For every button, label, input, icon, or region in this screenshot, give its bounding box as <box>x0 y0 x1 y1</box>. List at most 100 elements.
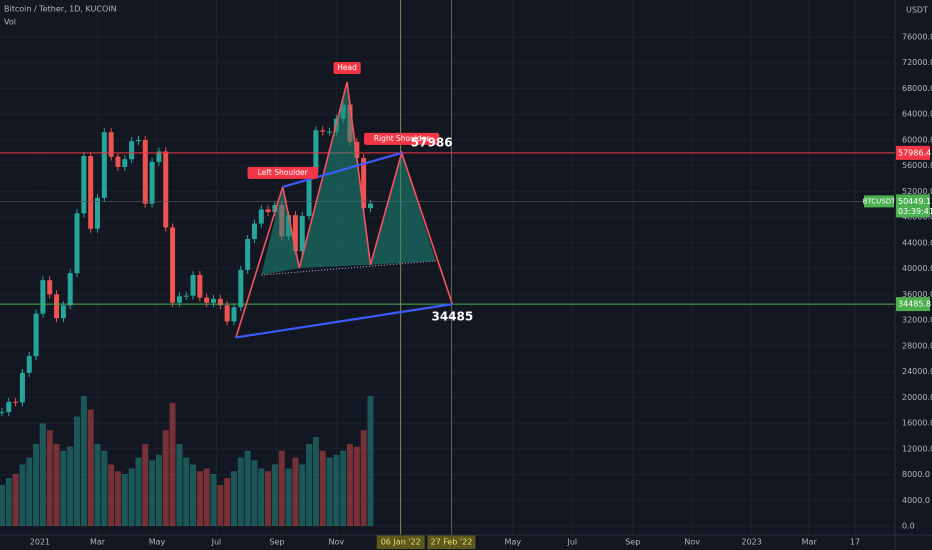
volume-bar <box>367 396 374 526</box>
candle <box>54 294 60 319</box>
crosshair-label-box <box>427 535 476 549</box>
x-tick-label: 2023 <box>742 538 762 547</box>
x-tick-label: May <box>505 538 522 547</box>
candle <box>272 204 278 213</box>
candle <box>135 139 141 142</box>
volume-bar <box>128 468 135 526</box>
volume-bar <box>80 396 87 526</box>
volume-bar <box>108 464 115 526</box>
candle <box>60 305 66 319</box>
crosshair-label: 06 Jan '22 <box>381 538 421 547</box>
volume-bar <box>169 402 176 526</box>
y-tick-label: 44000.0 <box>902 238 932 247</box>
pattern-fill <box>370 152 436 265</box>
volume-bar <box>333 454 340 526</box>
countdown: 03:39:41 <box>898 207 932 216</box>
candle <box>108 132 114 157</box>
x-tick-label: Mar <box>90 538 106 547</box>
candle <box>231 307 237 322</box>
price-note: 34485 <box>431 310 473 324</box>
candle <box>204 297 210 303</box>
candle <box>26 356 32 373</box>
volume-label: Vol <box>4 18 16 27</box>
volume-bar <box>224 478 231 526</box>
candle <box>197 275 203 298</box>
last-price-box <box>896 194 930 218</box>
annotation-box <box>333 62 361 75</box>
volume-bar <box>53 443 60 526</box>
crosshair-label: 27 Feb '22 <box>430 538 472 547</box>
volume-bar <box>33 443 40 526</box>
volume-bar <box>0 484 5 526</box>
candle <box>156 151 162 162</box>
candle <box>13 401 19 403</box>
y-tick-label: 56000.0 <box>902 161 932 170</box>
candle <box>67 273 73 306</box>
y-tick-label: 52000.0 <box>902 187 932 196</box>
volume-bar <box>67 446 74 526</box>
volume-bar <box>135 457 142 526</box>
trend-line <box>282 151 402 188</box>
y-tick-label: 40000.0 <box>902 264 932 273</box>
candle <box>176 296 182 303</box>
y-tick-label: 68000.0 <box>902 84 932 93</box>
candle <box>306 172 312 216</box>
annotation-box <box>364 132 440 145</box>
x-tick-label: Sep <box>269 538 284 547</box>
volume-bar <box>217 484 224 526</box>
y-tick-label: 24000.0 <box>902 367 932 376</box>
candle <box>367 203 373 209</box>
x-tick-label: Nov <box>684 538 700 547</box>
volume-bar <box>230 471 237 526</box>
x-tick-label: Jul <box>211 538 222 547</box>
volume-bar <box>306 443 313 526</box>
level-label-box <box>896 145 930 160</box>
candle <box>170 227 176 303</box>
volume-bar <box>183 457 190 526</box>
pattern-fill <box>261 186 300 276</box>
candle <box>122 159 128 167</box>
volume-bar <box>87 409 94 526</box>
currency: USDT <box>906 6 928 15</box>
volume-bar <box>26 457 33 526</box>
volume-bar <box>251 460 258 526</box>
volume-bar <box>258 468 265 526</box>
crosshair-label-box <box>376 535 425 549</box>
volume-bar <box>278 450 285 526</box>
candle <box>190 275 196 296</box>
candle <box>33 313 39 357</box>
x-tick-label: Sep <box>625 538 640 547</box>
candle <box>0 412 5 414</box>
volume-bar <box>19 464 26 526</box>
volume-bar <box>347 443 354 526</box>
volume-bar <box>237 457 244 526</box>
volume-bar <box>74 416 81 526</box>
volume-bar <box>176 443 183 526</box>
x-tick-label: Mar <box>802 538 818 547</box>
volume-bar <box>94 443 101 526</box>
candle <box>19 372 25 403</box>
volume-bar <box>319 450 326 526</box>
candle <box>313 130 319 173</box>
candle <box>245 239 251 270</box>
volume-bar <box>312 437 319 526</box>
candle <box>183 295 189 297</box>
y-tick-label: 4000.0 <box>902 496 930 505</box>
volume-bar <box>210 474 217 526</box>
candle <box>115 156 121 167</box>
level-label-box <box>896 297 930 312</box>
candle <box>224 305 230 322</box>
y-tick-label: 28000.0 <box>902 341 932 350</box>
candle <box>149 161 155 204</box>
level-label: 34485.8 <box>898 300 931 309</box>
volume-bar <box>265 471 272 526</box>
candle <box>238 269 244 308</box>
candle <box>354 141 360 158</box>
candle <box>320 130 326 132</box>
neckline <box>261 260 436 276</box>
candle <box>6 401 12 413</box>
y-tick-label: 32000.0 <box>902 316 932 325</box>
volume-bar <box>5 478 12 526</box>
volume-bar <box>326 457 333 526</box>
